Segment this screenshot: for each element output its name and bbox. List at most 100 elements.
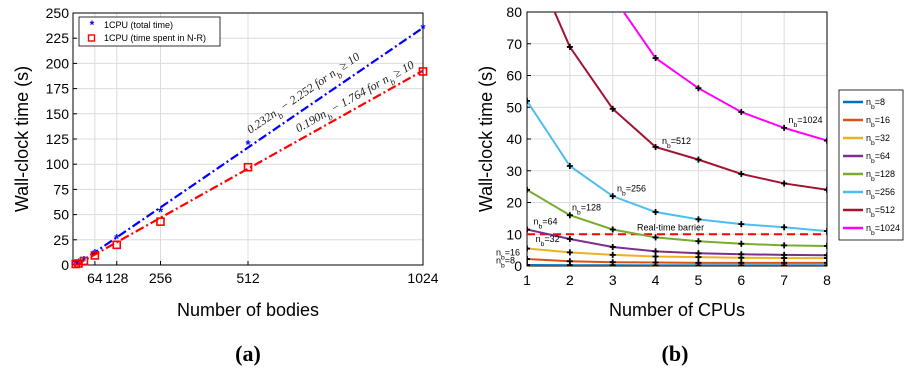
a-legend-marker-total: * <box>90 18 95 32</box>
b-series-annotation-n-b-8: nb=8 <box>496 255 515 269</box>
b-xtick-label: 6 <box>737 272 745 288</box>
b-x-axis-label: Number of CPUs <box>609 300 745 320</box>
b-xtick-label: 1 <box>523 272 531 288</box>
b-point-marker-n-b-256 <box>566 162 573 169</box>
b-legend-label-n-b-1024: nb=1024 <box>866 223 900 237</box>
b-point-marker-n-b-1024 <box>652 55 659 62</box>
b-point-marker-n-b-256 <box>738 221 745 228</box>
b-point-marker-n-b-128 <box>695 238 702 245</box>
b-point-marker-n-b-64 <box>527 226 530 233</box>
b-series-line-n-b-128 <box>527 188 827 247</box>
b-point-marker-n-b-256 <box>609 193 616 200</box>
b-ytick-label: 20 <box>506 195 522 211</box>
a-marker-nr <box>243 162 253 172</box>
b-legend-label-n-b-8: nb=8 <box>866 97 885 111</box>
b-point-marker-n-b-16 <box>738 259 745 266</box>
b-point-marker-n-b-1024 <box>824 137 827 144</box>
b-point-marker-n-b-64 <box>652 248 659 255</box>
b-ytick-label: 60 <box>506 68 522 84</box>
a-ytick-label: 175 <box>46 81 70 97</box>
a-marker-total: * <box>73 256 79 271</box>
a-legend-box <box>78 16 221 47</box>
a-xtick-label: 1024 <box>407 270 438 286</box>
b-y-axis-label: Wall-clock time (s) <box>476 66 496 212</box>
a-marker-total: * <box>245 137 251 152</box>
b-point-marker-n-b-1024 <box>738 109 745 116</box>
a-xtick-label: 512 <box>236 270 260 286</box>
b-point-marker-n-b-16 <box>695 259 702 266</box>
b-point-marker-n-b-512 <box>738 170 745 177</box>
a-ytick-label: 75 <box>53 181 69 197</box>
b-point-marker-n-b-64 <box>781 251 788 258</box>
b-point-marker-n-b-256 <box>824 228 827 235</box>
b-point-marker-n-b-256 <box>527 97 530 104</box>
b-point-marker-n-b-256 <box>652 209 659 216</box>
a-marker-nr <box>90 251 100 260</box>
a-legend-label-nr: 1CPU (time spent in N-R) <box>104 33 206 43</box>
b-legend-box <box>838 89 904 241</box>
b-ytick-label: 40 <box>506 131 522 147</box>
b-series-line-n-b-32 <box>527 247 827 260</box>
b-point-marker-n-b-256 <box>695 216 702 223</box>
panel-b-chart: 0 10 20 30 40 50 60 70 80 1 2 3 4 5 6 7 8 Number of CPUs W… <box>476 4 904 366</box>
b-point-marker-n-b-64 <box>609 243 616 250</box>
b-point-marker-n-b-16 <box>566 258 573 265</box>
b-point-marker-n-b-64 <box>695 250 702 257</box>
b-legend-label-n-b-64: nb=64 <box>866 151 890 165</box>
a-ytick-label: 225 <box>46 30 70 46</box>
b-point-marker-n-b-512 <box>824 186 827 193</box>
b-point-marker-n-b-512 <box>652 143 659 150</box>
b-point-marker-n-b-512 <box>781 180 788 187</box>
a-ytick-label: 0 <box>61 257 69 273</box>
a-panel-label: (a) <box>235 341 261 366</box>
b-point-marker-n-b-16 <box>527 256 530 263</box>
a-xtick-label: 128 <box>105 270 129 286</box>
b-point-marker-n-b-32 <box>527 245 530 252</box>
b-ytick-label: 0 <box>514 258 522 274</box>
b-series-line-n-b-256 <box>527 100 827 233</box>
b-ytick-label: 50 <box>506 99 522 115</box>
b-legend-label-n-b-512: nb=512 <box>866 205 895 219</box>
b-point-marker-n-b-128 <box>527 186 530 193</box>
a-marker-total: * <box>81 253 87 268</box>
b-point-marker-n-b-32 <box>652 253 659 260</box>
b-point-marker-n-b-32 <box>566 249 573 256</box>
a-marker-total: * <box>158 205 164 220</box>
a-marker-total: * <box>114 231 120 246</box>
b-realtime-barrier-label: Real-time barrier <box>637 222 704 232</box>
b-point-marker-n-b-512 <box>609 105 616 112</box>
b-point-marker-n-b-128 <box>609 226 616 233</box>
a-legend-marker-nr <box>87 34 96 42</box>
b-point-marker-n-b-1024 <box>781 124 788 131</box>
b-point-marker-n-b-512 <box>695 156 702 163</box>
b-series-annotation-n-b-16: nb=16 <box>496 248 520 262</box>
panel-a-chart: 0 25 50 75 100 125 150 175 200 225 250 64 128 256 512 1… <box>12 5 439 366</box>
b-ytick-label: 70 <box>506 36 522 52</box>
b-plot-area <box>527 12 827 266</box>
a-ytick-label: 50 <box>53 207 69 223</box>
a-marker-nr <box>156 217 165 226</box>
a-xtick-label: 256 <box>149 270 173 286</box>
a-ytick-label: 25 <box>53 232 69 248</box>
b-xtick-label: 8 <box>823 272 831 288</box>
a-x-axis-label: Number of bodies <box>177 300 319 320</box>
b-xtick-label: 4 <box>652 272 660 288</box>
b-point-marker-n-b-64 <box>738 251 745 258</box>
b-xtick-label: 3 <box>609 272 617 288</box>
b-series-annotation-n-b-256: nb=256 <box>617 183 646 197</box>
b-point-marker-n-b-16 <box>609 259 616 266</box>
b-legend: nb=8 nb=16 nb=32 nb=64 nb=128 nb=256 nb=512 nb=… <box>838 89 904 241</box>
b-series-line-n-b-1024 <box>622 12 827 142</box>
b-ytick-label: 10 <box>506 226 522 242</box>
b-point-marker-n-b-64 <box>566 236 573 243</box>
a-marker-nr <box>74 259 83 268</box>
a-marker-nr <box>418 67 428 76</box>
b-series-annotation-n-b-32: nb=32 <box>536 234 560 248</box>
a-ytick-label: 150 <box>46 106 70 122</box>
a-marker-nr <box>112 240 122 250</box>
a-ytick-label: 125 <box>46 131 70 147</box>
b-point-marker-n-b-16 <box>652 259 659 266</box>
b-point-marker-n-b-1024 <box>695 85 702 92</box>
a-marker-nr <box>79 256 89 266</box>
